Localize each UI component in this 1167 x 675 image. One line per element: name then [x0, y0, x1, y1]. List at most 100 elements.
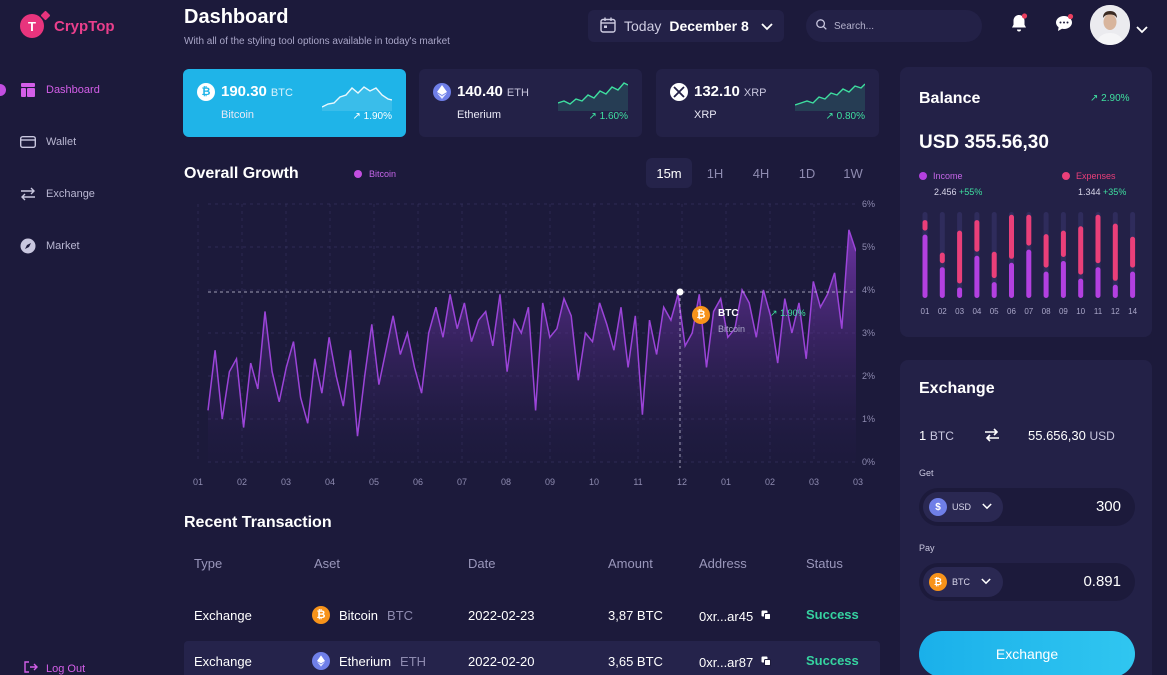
x-tick-label: 02	[764, 477, 775, 487]
sidebar-item-exchange[interactable]: Exchange	[20, 186, 95, 202]
to-amount: 55.656,30	[1028, 428, 1086, 443]
get-field[interactable]: $ USD 300	[919, 488, 1135, 526]
row-asset-symbol: ETH	[400, 653, 427, 669]
balance-day-label: 11	[1093, 307, 1103, 316]
column-header-status[interactable]: Status	[806, 556, 843, 571]
balance-day-label: 03	[955, 307, 965, 316]
search-icon	[816, 19, 827, 33]
balance-change-value: 2.90%	[1101, 93, 1130, 104]
date-prefix: Today	[624, 18, 662, 34]
coin-change-value: 1.60%	[599, 111, 628, 122]
chevron-down-icon	[981, 577, 991, 587]
coin-price: 140.40	[457, 83, 503, 100]
tab-1h[interactable]: 1H	[706, 165, 724, 181]
balance-change: ↗ 2.90%	[1090, 93, 1130, 104]
copy-icon[interactable]	[761, 653, 772, 671]
legend-label: Bitcoin	[369, 169, 397, 179]
row-type: Exchange	[194, 608, 252, 623]
get-currency-select[interactable]: $ USD	[923, 492, 1003, 522]
x-tick-label: 07	[456, 477, 467, 487]
swap-button[interactable]	[984, 427, 1000, 448]
tab-1w[interactable]: 1W	[843, 165, 863, 181]
search-placeholder: Search...	[834, 20, 875, 32]
get-value: 300	[1095, 498, 1121, 515]
coin-change: ↗ 0.80%	[825, 111, 865, 122]
column-header-date[interactable]: Date	[468, 556, 496, 571]
expenses-swatch	[1062, 172, 1070, 180]
income-swatch	[919, 172, 927, 180]
tab-15m[interactable]: 15m	[646, 158, 692, 188]
coin-card-eth[interactable]: 140.40 ETH Etherium ↗ 1.60%	[419, 69, 642, 137]
row-amount: 3,87 BTC	[608, 608, 663, 623]
x-tick-label: 01	[720, 477, 731, 487]
status-badge: Success	[806, 607, 859, 622]
income-bar	[1095, 267, 1101, 298]
row-asset-name: Bitcoin	[339, 607, 379, 623]
user-avatar[interactable]	[1090, 5, 1130, 45]
sidebar-item-market[interactable]: Market	[20, 238, 80, 254]
pay-field[interactable]: ₿ BTC 0.891	[919, 563, 1135, 601]
balance-bar-chart[interactable]	[916, 210, 1138, 302]
coin-price: 190.30	[221, 83, 267, 100]
pay-label: Pay	[919, 543, 935, 553]
dashboard-icon	[20, 82, 36, 98]
compass-icon	[20, 238, 36, 254]
coin-card-btc[interactable]: ₿ 190.30 BTC Bitcoin ↗ 1.90%	[183, 69, 406, 137]
income-bar	[991, 282, 997, 298]
balance-day-label: 10	[1076, 307, 1086, 316]
x-tick-label: 09	[544, 477, 555, 487]
ethereum-icon	[312, 652, 330, 670]
sidebar-item-dashboard[interactable]: Dashboard	[20, 82, 100, 98]
exchange-icon	[20, 186, 36, 202]
date-picker[interactable]: Today December 8	[588, 10, 784, 42]
chevron-down-icon	[761, 18, 773, 34]
x-tick-label: 10	[588, 477, 599, 487]
logout-button[interactable]: Log Out	[24, 661, 85, 675]
row-address-value: 0xr...ar87	[699, 654, 754, 670]
y-tick-label: 4%	[862, 285, 876, 295]
copy-icon[interactable]	[761, 607, 772, 625]
x-tick-label: 08	[500, 477, 511, 487]
balance-day-label: 08	[1041, 307, 1051, 316]
column-header-amount[interactable]: Amount	[608, 556, 653, 571]
income-value: 2.456	[934, 187, 957, 197]
tooltip-name: Bitcoin	[718, 324, 746, 334]
column-header-type[interactable]: Type	[194, 556, 223, 571]
xrp-icon	[670, 83, 688, 101]
transactions-title: Recent Transaction	[184, 514, 332, 531]
coin-symbol: ETH	[506, 87, 529, 99]
logout-label: Log Out	[46, 662, 86, 675]
notifications-button[interactable]	[1008, 12, 1030, 36]
sidebar-item-label: Exchange	[46, 188, 95, 200]
messages-button[interactable]	[1053, 13, 1075, 38]
column-header-address[interactable]: Address	[699, 556, 747, 571]
exchange-button[interactable]: Exchange	[919, 631, 1135, 675]
logout-icon	[24, 661, 38, 675]
income-bar	[1112, 284, 1118, 298]
growth-area	[208, 229, 856, 462]
coin-name: XRP	[694, 109, 717, 121]
row-address-value: 0xr...ar45	[699, 608, 754, 624]
x-tick-label: 03	[852, 477, 863, 487]
app-logo[interactable]: T CrypTop	[20, 14, 115, 38]
expenses-bar	[1060, 230, 1066, 258]
balance-day-label: 05	[989, 307, 999, 316]
account-menu-chevron[interactable]	[1136, 21, 1148, 39]
tab-1d[interactable]: 1D	[798, 165, 816, 181]
pay-currency-select[interactable]: ₿ BTC	[923, 567, 1003, 597]
expenses-bar	[922, 220, 928, 231]
tab-4h[interactable]: 4H	[752, 165, 770, 181]
search-input[interactable]: Search...	[806, 10, 982, 42]
balance-day-label: 07	[1024, 307, 1034, 316]
row-address: 0xr...ar87	[699, 653, 772, 671]
chat-icon	[1054, 13, 1074, 38]
coin-card-xrp[interactable]: 132.10 XRP XRP ↗ 0.80%	[656, 69, 879, 137]
y-tick-label: 1%	[862, 414, 876, 424]
column-header-asset[interactable]: Aset	[314, 556, 341, 571]
exchange-title: Exchange	[919, 380, 995, 397]
growth-chart[interactable]	[184, 198, 856, 476]
get-label: Get	[919, 468, 934, 478]
expenses-label: Expenses	[1076, 171, 1116, 181]
sidebar-item-wallet[interactable]: Wallet	[20, 134, 76, 150]
swap-icon	[984, 428, 1000, 447]
